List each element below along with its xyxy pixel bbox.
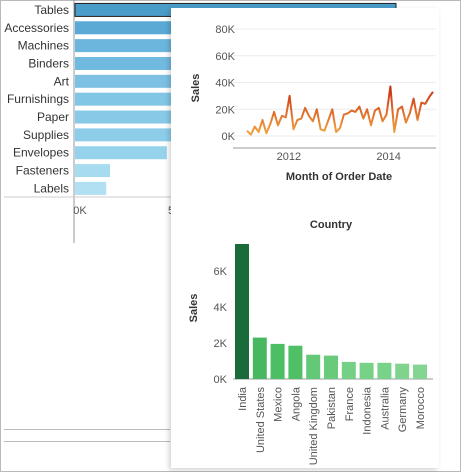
category-label: Indonesia [362, 386, 374, 435]
category-label: Australia [379, 386, 391, 430]
category-label: Germany [397, 387, 409, 433]
country-bar-chart: Country 0K 2K 4K 6K Sales India United States Me… [188, 219, 433, 465]
y-tick-label: 20K [215, 104, 235, 116]
category-label: France [344, 387, 356, 421]
category-label: Mexico [273, 387, 285, 422]
category-label: Labels [34, 181, 69, 195]
category-label: Paper [37, 110, 69, 124]
bar [270, 343, 285, 379]
bar [252, 337, 267, 379]
x-tick-label: 0K [73, 205, 87, 217]
bar [306, 354, 321, 379]
category-label: United States [255, 387, 267, 454]
bar [75, 146, 167, 160]
bar [288, 345, 303, 379]
category-label: Machines [18, 39, 69, 53]
bar [75, 164, 110, 178]
bar [341, 361, 356, 379]
bar [395, 363, 410, 379]
category-label: Art [54, 74, 70, 88]
bar [377, 362, 392, 379]
y-axis-title: Sales [188, 294, 200, 323]
category-label: United Kingdom [308, 387, 320, 465]
category-label: Angola [290, 386, 302, 421]
x-tick-label: 2012 [277, 151, 301, 163]
tooltip-panel: 0K 20K 40K 60K 80K 2012 2014 Month of Order Dat… [171, 8, 439, 468]
y-tick-label: 4K [214, 302, 228, 314]
category-label: Pakistan [326, 387, 338, 429]
y-tick-label: 0K [214, 374, 228, 386]
y-tick-label: 2K [214, 338, 228, 350]
category-label: Tables [34, 3, 69, 17]
y-tick-label: 60K [215, 51, 235, 63]
y-axis-title: Sales [190, 74, 202, 103]
y-tick-label: 80K [215, 24, 235, 36]
category-label: Morocco [415, 387, 427, 429]
series-line [246, 85, 434, 136]
bar [75, 181, 107, 195]
bar [359, 362, 374, 379]
x-axis-title: Month of Order Date [286, 171, 392, 183]
category-label: Envelopes [13, 146, 69, 160]
y-tick-label: 40K [215, 78, 235, 90]
chart-title: Country [310, 219, 353, 231]
category-label: Binders [28, 56, 69, 70]
divider-line [4, 441, 170, 442]
bar [413, 364, 427, 379]
sales-line-chart: 0K 20K 40K 60K 80K 2012 2014 Month of Order Dat… [190, 24, 436, 183]
bar [324, 355, 338, 379]
y-tick-label: 0K [222, 131, 236, 143]
category-label: India [237, 386, 249, 411]
category-label: Furnishings [7, 92, 69, 106]
category-label: Supplies [23, 128, 69, 142]
divider-line [4, 429, 170, 430]
bar [235, 244, 249, 379]
category-label: Accessories [4, 21, 69, 35]
y-tick-label: 6K [214, 266, 228, 278]
x-tick-label: 2014 [376, 151, 400, 163]
category-label: Fasteners [16, 164, 69, 178]
